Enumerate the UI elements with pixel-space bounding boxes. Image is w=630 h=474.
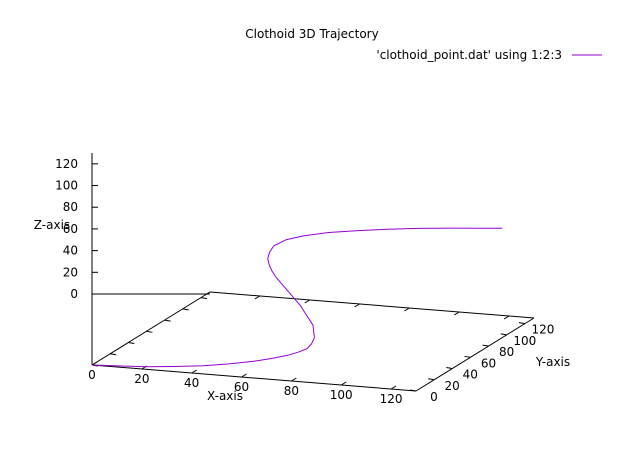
- y-axis-label: Y-axis: [535, 355, 570, 369]
- back-tick-mark: [110, 353, 117, 356]
- x-tick-mark: [241, 373, 247, 378]
- x-tick-label: 100: [330, 388, 353, 402]
- x-ticks: 0 20 40 60 80 100 120: [88, 291, 510, 406]
- x-tick-mark: [191, 369, 197, 374]
- z-tick-label: 20: [63, 265, 78, 279]
- x-tick-label: 80: [284, 384, 299, 398]
- back-tick-mark: [164, 319, 171, 322]
- y-tick-label: 20: [445, 379, 460, 393]
- back-tick-mark: [254, 295, 261, 300]
- y-tick-mark: [409, 389, 417, 392]
- x-tick-label: 40: [184, 376, 199, 390]
- x-tick-label: 20: [134, 372, 149, 386]
- z-tick-label: 100: [55, 179, 78, 193]
- y-tick-mark: [428, 378, 435, 381]
- back-tick-mark: [404, 307, 410, 312]
- chart-title: Clothoid 3D Trajectory: [245, 27, 378, 41]
- y-tick-mark: [500, 333, 507, 336]
- y-tick-label: 100: [513, 334, 536, 348]
- back-tick-mark: [146, 330, 153, 333]
- z-tick-label: 120: [55, 157, 78, 171]
- legend: 'clothoid_point.dat' using 1:2:3: [376, 48, 602, 62]
- z-tick-label: 0: [70, 287, 78, 301]
- y-tick-label: 40: [463, 368, 478, 382]
- y-tick-mark: [446, 367, 453, 370]
- y-tick-mark: [464, 355, 471, 358]
- z-tick-label: 40: [63, 244, 78, 258]
- y-tick-label: 0: [430, 390, 438, 404]
- y-axis-line: [415, 317, 535, 392]
- y-tick-label: 80: [499, 345, 514, 359]
- x-tick-mark: [340, 381, 347, 386]
- y-tick-mark: [518, 322, 526, 325]
- z-tick-label: 80: [63, 200, 78, 214]
- axes-frame: [91, 153, 535, 392]
- back-tick-mark: [182, 308, 189, 311]
- z-axis-label: Z-axis: [34, 218, 70, 232]
- back-tick-mark: [503, 315, 510, 320]
- x-axis-label: X-axis: [207, 389, 243, 403]
- x-axis-line: [91, 364, 417, 392]
- legend-label: 'clothoid_point.dat' using 1:2:3: [376, 48, 562, 62]
- z-ticks: 0 20 40 60 80 100 120: [55, 157, 98, 301]
- x-tick-mark: [91, 361, 98, 366]
- x-tick-label: 60: [234, 380, 249, 394]
- series-line: [91, 227, 503, 368]
- back-tick-mark: [200, 297, 208, 300]
- back-tick-mark: [128, 342, 135, 345]
- back-tick-mark: [304, 299, 310, 304]
- x-tick-label: 0: [88, 368, 96, 382]
- x-tick-label: 120: [380, 392, 403, 406]
- back-right-edge: [209, 291, 535, 319]
- back-tick-mark: [354, 303, 360, 308]
- z-tick-label: 60: [63, 222, 78, 236]
- x-tick-mark: [291, 377, 297, 382]
- back-tick-mark: [204, 291, 211, 296]
- back-tick-mark: [453, 311, 460, 316]
- x-tick-mark: [390, 385, 397, 390]
- back-left-edge: [91, 291, 211, 366]
- y-tick-label: 60: [481, 356, 496, 370]
- y-tick-mark: [482, 344, 489, 347]
- y-tick-label: 120: [531, 323, 554, 337]
